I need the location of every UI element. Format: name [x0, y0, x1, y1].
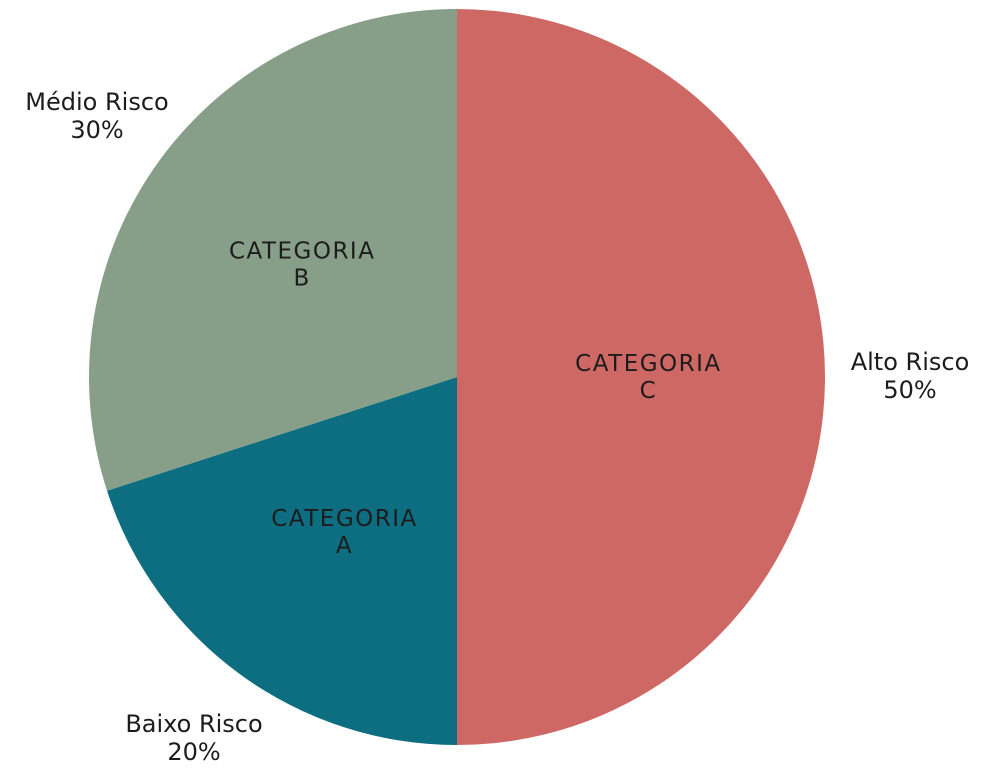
risk-label-c: Alto Risco 50% — [851, 348, 970, 404]
category-label-a: CATEGORIA A — [271, 506, 418, 559]
category-label-b: CATEGORIA B — [229, 239, 376, 292]
risk-label-a: Baixo Risco 20% — [125, 710, 262, 766]
risk-label-b: Médio Risco 30% — [25, 88, 168, 144]
risk-labels: Alto Risco 50% Baixo Risco 20% Médio Risco 30… — [25, 88, 969, 766]
category-labels: CATEGORIA C CATEGORIA A CATEGORIA B — [229, 239, 722, 559]
category-label-c: CATEGORIA C — [575, 351, 722, 404]
pie-slice-a — [107, 377, 457, 745]
pie-slice-b — [88, 9, 458, 491]
pie-slices — [88, 9, 825, 745]
pie-slice-c — [457, 9, 825, 745]
